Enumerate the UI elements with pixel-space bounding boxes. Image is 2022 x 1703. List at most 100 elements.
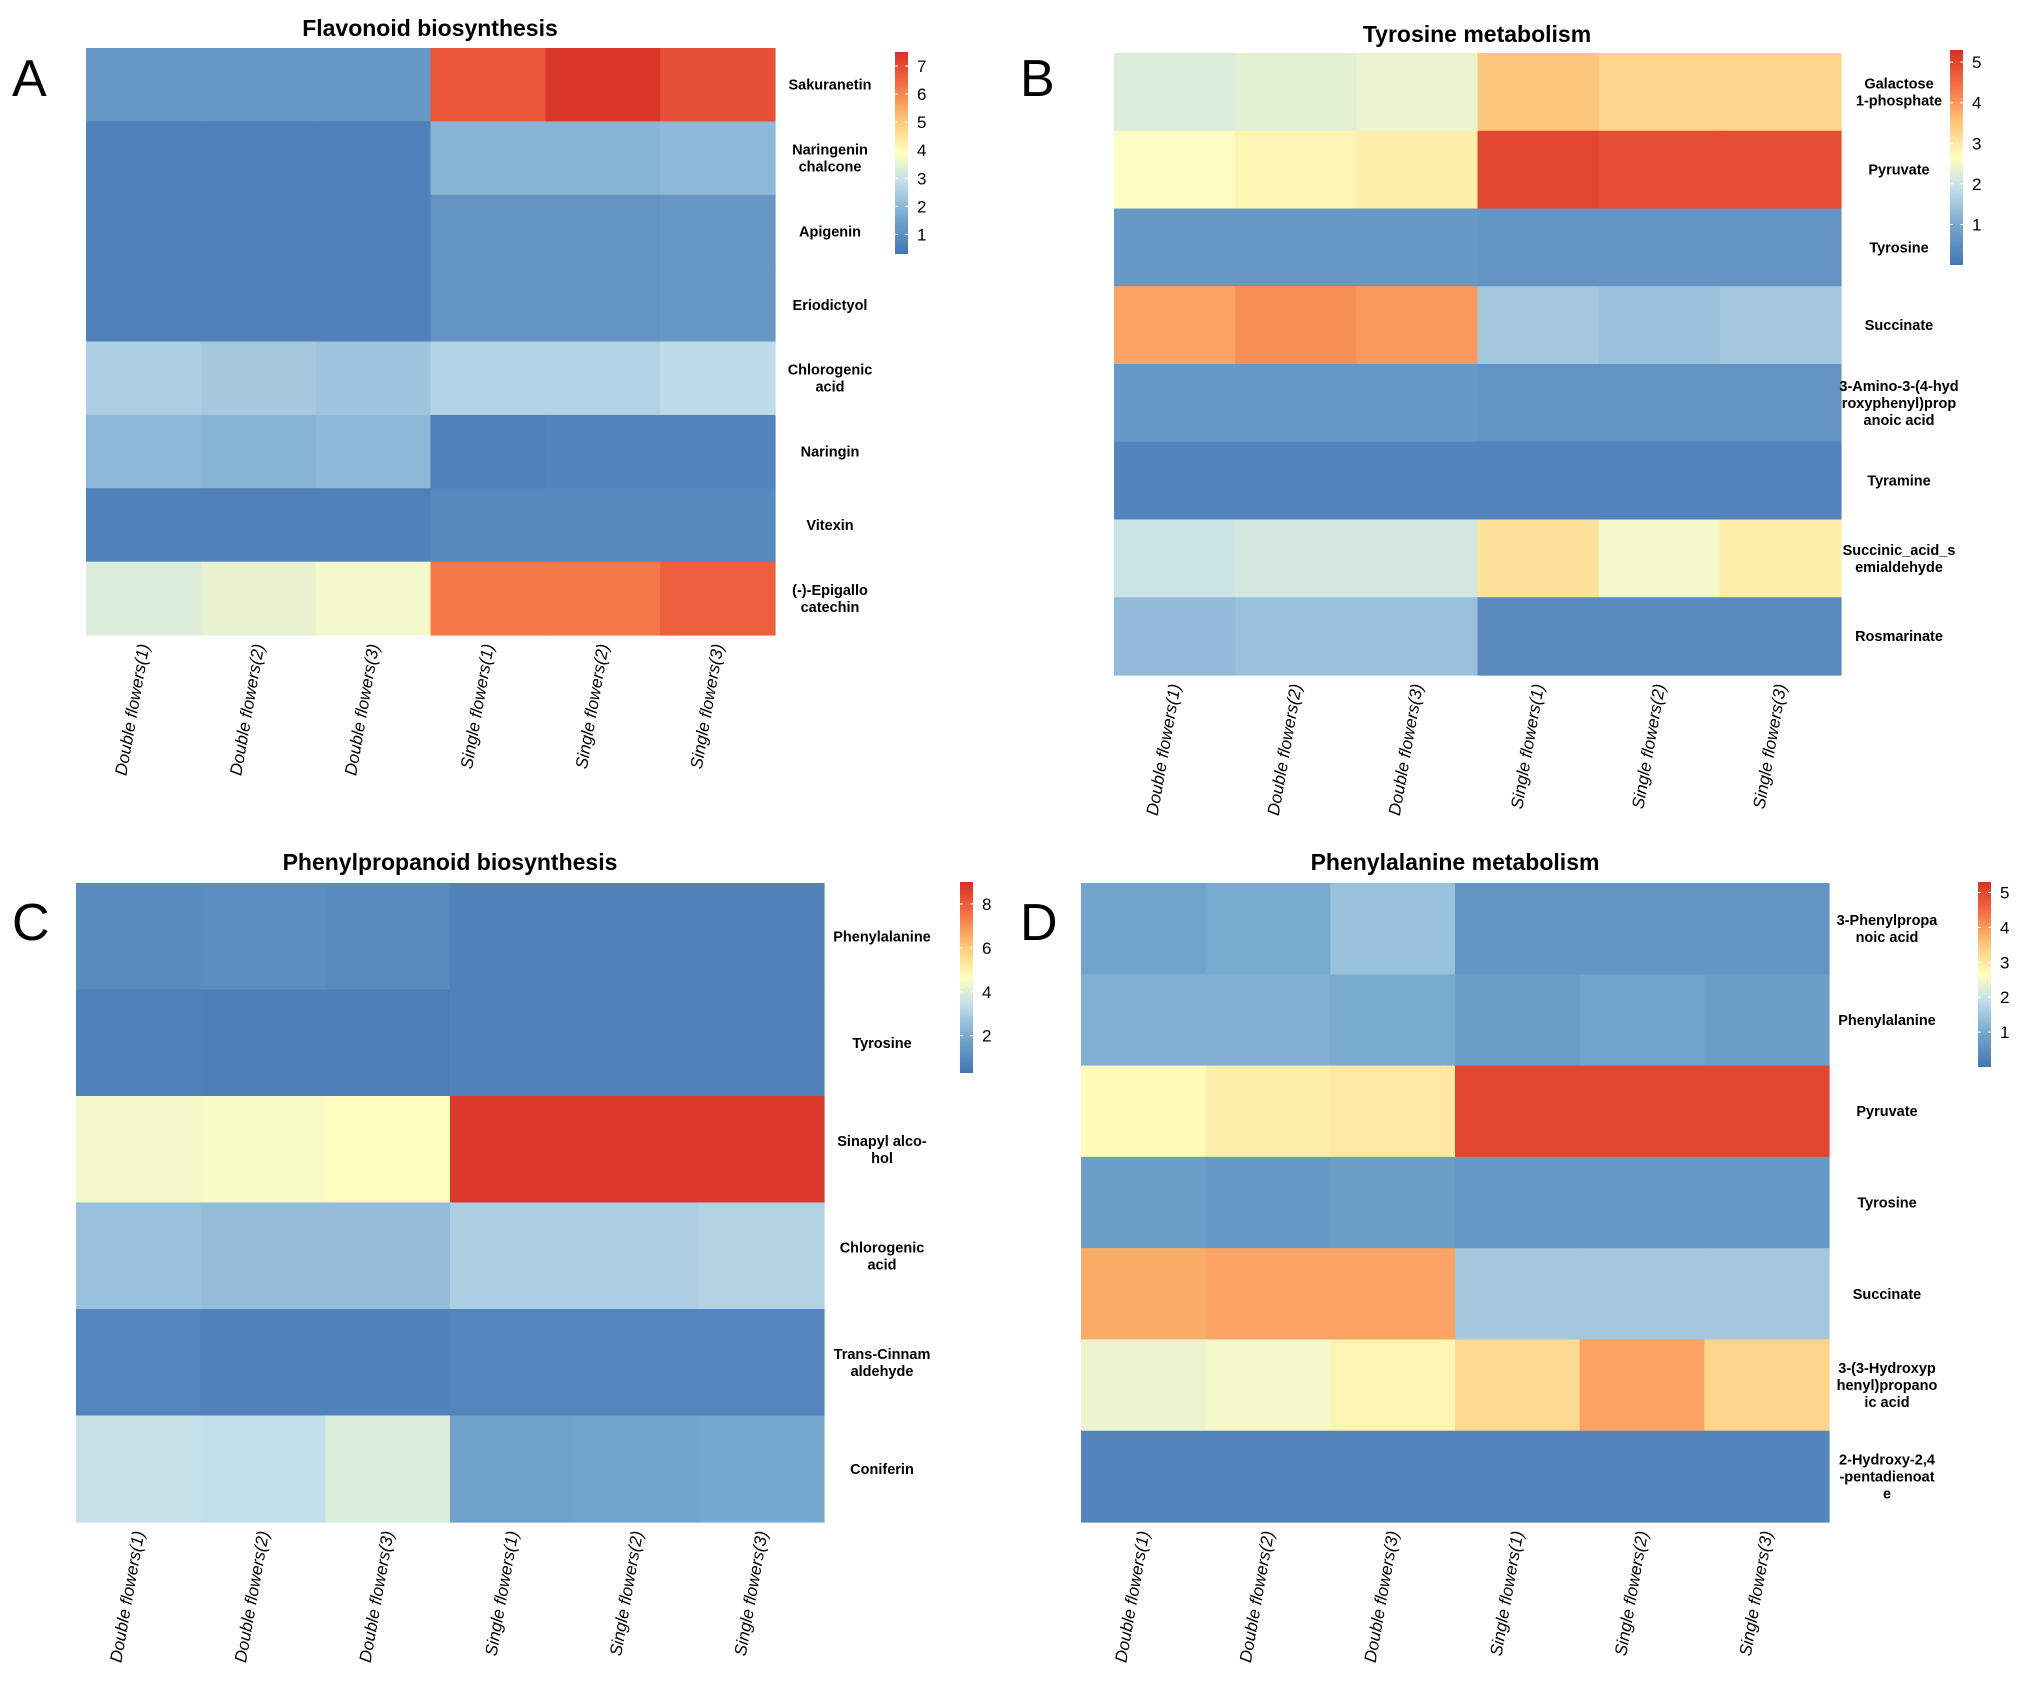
heatmap-cell	[1081, 1156, 1207, 1249]
legend-tick-label: 1	[1972, 215, 1981, 234]
heatmap-cell	[1081, 883, 1207, 975]
heatmap-cell	[1455, 1156, 1581, 1249]
heatmap-cell	[1704, 1430, 1830, 1523]
legend-tick-label: 6	[917, 85, 926, 104]
heatmap-cell	[200, 1309, 326, 1417]
heatmap-cell	[1477, 286, 1600, 365]
heatmap-cell	[325, 883, 451, 991]
heatmap-cell	[1477, 597, 1600, 676]
row-label: Tyramine	[1867, 474, 1930, 490]
heatmap-cell	[430, 561, 546, 636]
heatmap-cell	[660, 561, 776, 636]
column-label: Single flowers(2)	[1628, 682, 1669, 810]
heatmap-cell	[1598, 597, 1721, 676]
heatmap-cell	[200, 341, 317, 416]
heatmap-cell	[1330, 1065, 1456, 1158]
column-label: Single flowers(1)	[1487, 1529, 1528, 1657]
heatmap-cell	[200, 1415, 326, 1523]
heatmap-cell	[660, 488, 776, 563]
row-label: Chlorogenic acid	[788, 363, 873, 396]
heatmap-cell	[574, 1415, 700, 1523]
heatmap-cell	[545, 121, 661, 196]
heatmap-cell	[1598, 364, 1721, 443]
heatmap-cell	[1235, 286, 1357, 365]
heatmap-cell	[1477, 130, 1600, 210]
column-label: Double flowers(3)	[1385, 682, 1427, 817]
color-legend-bar	[1950, 50, 1963, 265]
heatmap-cell	[86, 268, 202, 343]
heatmap-cell	[1205, 1156, 1331, 1249]
heatmap-cell	[1598, 441, 1721, 521]
row-label: Trans-Cinnam aldehyde	[834, 1347, 931, 1380]
heatmap-cell	[86, 561, 202, 636]
heatmap-cell	[545, 48, 661, 122]
row-label: Vitexin	[806, 518, 853, 534]
legend-tick-label: 4	[1972, 94, 1981, 113]
heatmap-cell	[1477, 441, 1600, 521]
panel-letter: D	[1020, 894, 1058, 952]
legend-tick-label: 8	[982, 895, 991, 914]
heatmap-cell	[200, 414, 317, 489]
heatmap-cell	[200, 268, 317, 343]
row-label: 3-Amino-3-(4-hyd roxyphenyl)prop anoic aci…	[1839, 379, 1958, 429]
legend-tick-label: 4	[917, 141, 926, 160]
heatmap-cell	[1330, 1430, 1456, 1523]
heatmap-cell	[1455, 1339, 1581, 1432]
heatmap-cell	[1719, 519, 1842, 598]
heatmap-cell	[76, 989, 202, 1097]
heatmap-cell	[200, 989, 326, 1097]
row-label: 3-(3-Hydroxyp henyl)propano ic acid	[1837, 1361, 1938, 1411]
column-label: Double flowers(2)	[1264, 682, 1306, 817]
heatmap-cell	[545, 561, 661, 636]
heatmap-cell	[660, 414, 776, 489]
panel-title: Tyrosine metabolism	[1363, 21, 1591, 47]
heatmap-cell	[1579, 974, 1705, 1067]
column-label: Double flowers(1)	[1111, 1529, 1153, 1664]
heatmap-cell	[1114, 441, 1236, 521]
row-label: Apigenin	[799, 224, 861, 240]
heatmap-cell	[1704, 1156, 1830, 1249]
heatmap-cell	[1205, 883, 1331, 975]
heatmap-cell	[660, 121, 776, 196]
panel-title: Phenylalanine metabolism	[1311, 849, 1600, 875]
heatmap-cell	[1719, 208, 1842, 287]
heatmap-cell	[1579, 883, 1705, 975]
heatmap-cell	[1719, 130, 1842, 210]
heatmap-cell	[450, 883, 576, 991]
heatmap-cell	[574, 1309, 700, 1417]
heatmap-cell	[1356, 364, 1479, 443]
heatmap-cell	[315, 414, 432, 489]
heatmap-cell	[76, 1202, 202, 1310]
heatmap-cell	[1235, 364, 1357, 443]
heatmap-cell	[1081, 1065, 1207, 1158]
heatmap-cell	[315, 488, 432, 563]
heatmap-cell	[1704, 1339, 1830, 1432]
heatmap-cell	[86, 121, 202, 196]
legend-tick-label: 3	[917, 169, 926, 188]
row-label: Rosmarinate	[1855, 629, 1943, 645]
row-label: (-)-Epigallo catechin	[792, 583, 868, 616]
panel-title: Flavonoid biosynthesis	[302, 15, 558, 41]
color-legend-bar	[1978, 882, 1991, 1067]
heatmap-cell	[200, 561, 317, 636]
heatmap-cell	[200, 488, 317, 563]
heatmap-cell	[1719, 441, 1842, 521]
heatmap-cell	[430, 414, 546, 489]
heatmap-cell	[430, 488, 546, 563]
heatmap-cell	[1477, 364, 1600, 443]
heatmap-cell	[1719, 286, 1842, 365]
heatmap-cell	[1477, 208, 1600, 287]
heatmap-cell	[1330, 1156, 1456, 1249]
legend-tick-label: 2	[2000, 988, 2009, 1007]
heatmap-cell	[1579, 1430, 1705, 1523]
heatmap-cell	[325, 989, 451, 1097]
heatmap-cell	[699, 883, 825, 991]
legend-tick-label: 5	[1972, 53, 1981, 72]
column-label: Single flowers(2)	[572, 642, 613, 770]
row-label: Tyrosine	[852, 1036, 911, 1052]
heatmap-cell	[200, 883, 326, 991]
heatmap-cell	[1598, 208, 1721, 287]
row-label: Phenylalanine	[833, 929, 931, 945]
heatmap-cell	[1477, 519, 1600, 598]
heatmap-cell	[574, 883, 700, 991]
